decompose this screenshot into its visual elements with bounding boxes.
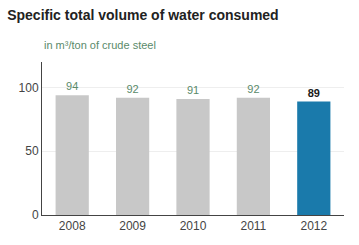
svg-text:2009: 2009 bbox=[119, 219, 146, 233]
svg-text:in m³/ton of crude steel: in m³/ton of crude steel bbox=[44, 39, 156, 51]
svg-text:92: 92 bbox=[126, 83, 138, 95]
svg-text:92: 92 bbox=[247, 83, 259, 95]
svg-text:Specific total volume of water: Specific total volume of water consumed bbox=[7, 7, 279, 23]
svg-text:2010: 2010 bbox=[180, 219, 207, 233]
svg-text:50: 50 bbox=[25, 144, 39, 158]
svg-text:2012: 2012 bbox=[300, 219, 327, 233]
svg-text:100: 100 bbox=[19, 81, 39, 95]
svg-text:0: 0 bbox=[32, 208, 39, 222]
svg-text:94: 94 bbox=[66, 80, 78, 92]
svg-text:89: 89 bbox=[308, 87, 320, 99]
svg-text:2011: 2011 bbox=[240, 219, 266, 233]
svg-text:91: 91 bbox=[187, 84, 199, 96]
svg-text:2008: 2008 bbox=[59, 219, 86, 233]
